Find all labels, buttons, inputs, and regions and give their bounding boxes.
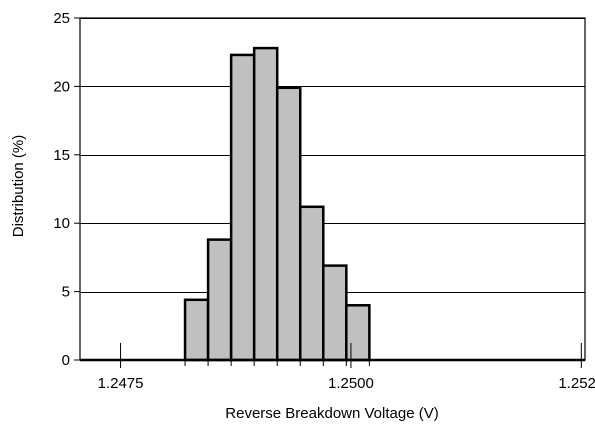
y-tick-label-3: 15 [53,147,70,164]
histogram-bar-3 [229,53,256,362]
x-tick-label-2: 1.2525 [558,375,595,392]
histogram-bar-6 [298,205,325,362]
y-tick-label-4: 20 [53,78,70,95]
axes [79,17,586,362]
x-tick-label-1: 1.2500 [328,375,374,392]
histogram-bar-5 [275,86,302,362]
y-tick-label-0: 0 [62,352,70,369]
histogram-bar-4 [252,46,279,362]
y-tick-label-5: 25 [53,10,70,27]
x-tick-label-0: 1.2475 [98,375,144,392]
histogram-bar-8 [345,304,371,362]
y-axis-label: Distribution (%) [10,135,27,238]
tick-labels: 0 5 10 15 20 25 1.2475 1.2500 1.2525 [53,10,595,392]
grid-lines [80,18,585,293]
y-tick-label-1: 5 [62,284,70,301]
histogram-bar-2 [206,238,233,362]
x-axis-label: Reverse Breakdown Voltage (V) [225,405,438,422]
histogram-bar-1 [183,298,210,362]
histogram-bar-7 [322,264,348,362]
y-tick-label-2: 10 [53,215,70,232]
tick-marks [74,17,582,368]
histogram-bars [183,46,371,362]
